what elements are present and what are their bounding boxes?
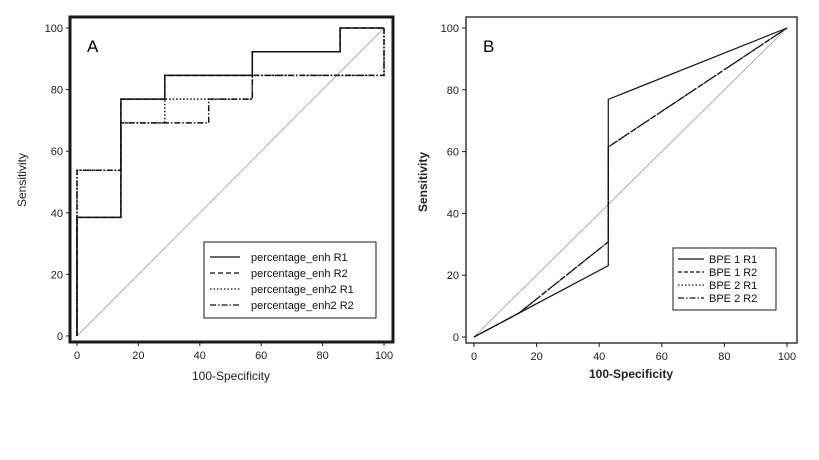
panel-b-x-tick-label: 60 <box>656 351 668 363</box>
panel-b-legend-box <box>672 247 777 311</box>
panel-b-x-tick-label: 80 <box>718 351 730 363</box>
panel-b-y-tick-label: 100 <box>441 23 459 35</box>
panel-b-x-tick-label: 20 <box>530 351 542 363</box>
panel-a-x-tick-label: 20 <box>132 350 144 362</box>
panel-a-y-tick-label: 20 <box>51 269 63 281</box>
panel-b-letter: B <box>483 37 494 56</box>
panel-b-y-axis-label: Sensitivity <box>416 152 430 212</box>
panel-a-reference-line <box>76 27 385 337</box>
panel-b-series-4-line <box>473 27 788 338</box>
panel-a-y-tick-label: 0 <box>57 331 63 343</box>
panel-a-x-tick-label: 40 <box>194 350 206 362</box>
panel-b-x-tick-label: 40 <box>593 351 605 363</box>
panel-b-chart: 0 20 40 60 80 100 0 20 40 60 80 100 B 100-Specifici… <box>416 16 798 381</box>
legend-a-label-4: percentage_enh2 R2 <box>251 300 354 312</box>
legend-b-label-3: BPE 2 R1 <box>709 280 757 292</box>
legend-a-label-2: percentage_enh R2 <box>251 268 348 280</box>
panel-b-x-tick-label: 0 <box>471 351 477 363</box>
panel-b-y-tick-label: 20 <box>447 270 459 282</box>
panel-a-series-2-line <box>76 27 384 336</box>
panel-b-y-tick-label: 60 <box>447 147 459 159</box>
panel-a-legend-box <box>203 241 377 319</box>
legend-a-label-1: percentage_enh R1 <box>251 252 348 264</box>
panel-b-legend: BPE 1 R1 BPE 1 R2 BPE 2 R1 BPE 2 R2 <box>672 247 777 311</box>
legend-b-label-2: BPE 1 R2 <box>709 267 757 279</box>
panel-a-y-tick-label: 100 <box>45 23 63 35</box>
panel-a-x-tick-label: 0 <box>74 350 80 362</box>
panel-a-x-tick-label: 100 <box>375 350 393 362</box>
panel-b-y-tick-label: 0 <box>453 332 459 344</box>
legend-b-label-1: BPE 1 R1 <box>709 254 757 266</box>
panel-a-y-axis-label: Sensitivity <box>15 153 29 207</box>
panel-a-legend: percentage_enh R1 percentage_enh R2 perc… <box>203 241 377 319</box>
panel-a-letter: A <box>87 37 99 56</box>
panel-a-x-tick-label: 80 <box>316 350 328 362</box>
panel-a-series-4-line <box>76 28 385 336</box>
legend-a-label-3: percentage_enh2 R1 <box>251 284 354 296</box>
panel-a-x-tick-label: 60 <box>255 350 267 362</box>
legend-b-label-4: BPE 2 R2 <box>709 293 757 305</box>
panel-b-series-2-line <box>473 27 788 338</box>
panel-a-y-tick-label: 40 <box>51 208 63 220</box>
panel-a-y-tick-label: 80 <box>51 85 63 97</box>
panel-b-y-tick-label: 40 <box>447 208 459 220</box>
panel-a-y-tick-label: 60 <box>51 146 63 158</box>
panel-a-chart: 0 20 40 60 80 100 0 20 40 60 80 100 A 100-Specifici… <box>15 15 395 383</box>
panel-a-x-axis-label: 100-Specificity <box>192 369 270 383</box>
panel-b-x-tick-label: 100 <box>778 351 796 363</box>
panel-b-reference-line <box>473 27 788 338</box>
panel-b-y-tick-label: 80 <box>447 85 459 97</box>
panel-b-x-axis-label: 100-Specificity <box>589 367 673 381</box>
